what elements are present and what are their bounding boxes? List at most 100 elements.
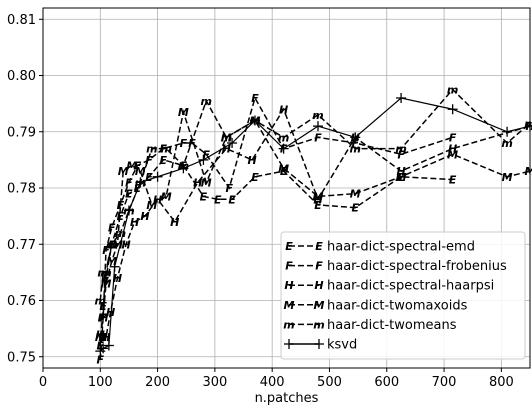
data-point-marker: E bbox=[251, 171, 259, 184]
data-point-marker: H bbox=[106, 306, 115, 319]
data-point-marker: F bbox=[108, 221, 116, 234]
data-point-plus bbox=[109, 261, 120, 272]
x-axis-ticks: 0 100 200 300 400 500 600 700 800 bbox=[39, 368, 514, 390]
data-point-marker: M bbox=[126, 160, 137, 173]
data-point-marker: M bbox=[502, 171, 513, 184]
data-point-marker: M bbox=[447, 148, 458, 161]
data-point-marker: H bbox=[99, 331, 108, 344]
data-point-marker: F bbox=[180, 137, 188, 150]
data-point-marker: M bbox=[178, 106, 189, 119]
x-axis-title: n.patches bbox=[255, 391, 319, 406]
y-axis-ticks: 0.75 0.76 0.77 0.78 0.79 0.80 0.81 bbox=[7, 13, 43, 365]
legend-item: ksvd bbox=[284, 338, 357, 353]
data-point-marker: m bbox=[312, 109, 323, 122]
data-point-marker: E bbox=[280, 165, 288, 178]
data-point-plus bbox=[350, 132, 361, 143]
data-point-marker: F bbox=[314, 131, 322, 144]
x-tick-label: 400 bbox=[260, 375, 285, 390]
data-point-marker: E bbox=[285, 240, 293, 253]
data-point-marker: M bbox=[118, 165, 129, 178]
data-point-plus bbox=[152, 171, 163, 182]
data-point-marker: F bbox=[102, 244, 110, 257]
data-point-plus bbox=[284, 339, 294, 349]
data-point-marker: H bbox=[314, 279, 323, 292]
data-point-marker: E bbox=[160, 154, 168, 167]
data-point-marker: m bbox=[146, 143, 157, 156]
data-point-marker: M bbox=[525, 165, 532, 178]
data-point-marker: m bbox=[95, 295, 106, 308]
x-tick-label: 200 bbox=[145, 375, 170, 390]
data-point-plus bbox=[135, 177, 146, 188]
data-point-marker: H bbox=[170, 216, 179, 229]
y-tick-label: 0.80 bbox=[7, 69, 36, 84]
data-point-marker: M bbox=[98, 311, 109, 324]
legend-box bbox=[280, 231, 526, 360]
legend-label: haar-dict-twomaxoids bbox=[327, 298, 468, 313]
data-point-marker: H bbox=[153, 193, 162, 206]
data-point-marker: E bbox=[351, 202, 359, 215]
series-haar-dict-twomaxoids: MMMMMMMMMMMMMMMMMMMMM bbox=[95, 106, 532, 344]
legend-label: haar-dict-spectral-haarpsi bbox=[327, 279, 494, 294]
y-tick-label: 0.77 bbox=[7, 238, 36, 253]
y-tick-label: 0.75 bbox=[7, 350, 36, 365]
data-point-plus bbox=[313, 121, 324, 132]
data-point-marker: H bbox=[140, 210, 149, 223]
data-point-plus bbox=[103, 340, 114, 351]
data-point-plus bbox=[249, 115, 260, 126]
data-point-plus bbox=[278, 143, 289, 154]
data-point-marker: M bbox=[350, 188, 361, 201]
data-point-marker: E bbox=[228, 193, 236, 206]
data-point-marker: m bbox=[350, 143, 361, 156]
data-point-marker: M bbox=[106, 255, 117, 268]
series-line bbox=[99, 109, 531, 338]
data-point-marker: H bbox=[193, 176, 202, 189]
series-layer: EEEEEEEEEEEEEEEEEEEFFFFFFFFFFFFFFFFFFFHH… bbox=[95, 84, 532, 367]
data-point-marker: M bbox=[146, 199, 157, 212]
data-point-marker: m bbox=[115, 227, 126, 240]
data-point-plus bbox=[198, 154, 209, 165]
data-point-plus bbox=[178, 163, 189, 174]
data-point-marker: M bbox=[313, 190, 324, 203]
data-point-marker: M bbox=[284, 299, 295, 312]
data-point-marker: H bbox=[248, 154, 257, 167]
legend-label: haar-dict-spectral-emd bbox=[327, 240, 475, 255]
data-point-marker: H bbox=[130, 216, 139, 229]
data-point-marker: M bbox=[112, 238, 123, 251]
series-line bbox=[99, 88, 531, 301]
data-point-marker: F bbox=[203, 148, 211, 161]
x-tick-label: 500 bbox=[317, 375, 342, 390]
data-point-plus bbox=[447, 104, 458, 115]
legend-label: haar-dict-twomeans bbox=[327, 318, 457, 333]
data-point-marker: m bbox=[524, 117, 532, 130]
data-point-marker: F bbox=[125, 176, 133, 189]
data-point-marker: H bbox=[313, 193, 322, 206]
x-tick-label: 800 bbox=[489, 375, 514, 390]
data-point-marker: m bbox=[313, 318, 324, 331]
data-point-marker: E bbox=[315, 240, 323, 253]
data-point-marker: F bbox=[315, 260, 323, 273]
data-point-marker: M bbox=[278, 162, 289, 175]
grid-lines bbox=[42, 8, 530, 368]
data-point-marker: E bbox=[449, 174, 457, 187]
data-point-marker: H bbox=[279, 103, 288, 116]
x-tick-label: 300 bbox=[202, 375, 227, 390]
data-point-plus bbox=[502, 126, 513, 137]
data-point-marker: M bbox=[201, 176, 212, 189]
data-point-marker: H bbox=[113, 272, 122, 285]
data-point-marker: H bbox=[396, 165, 405, 178]
data-point-marker: F bbox=[97, 354, 105, 367]
data-point-marker: H bbox=[284, 279, 293, 292]
data-point-marker: H bbox=[101, 331, 110, 344]
data-point-marker: E bbox=[102, 272, 110, 285]
data-point-marker: M bbox=[161, 190, 172, 203]
y-tick-label: 0.76 bbox=[7, 294, 36, 309]
data-point-marker: F bbox=[251, 92, 259, 105]
data-point-marker: m bbox=[97, 266, 108, 279]
data-point-marker: F bbox=[134, 160, 142, 173]
data-point-marker: E bbox=[145, 171, 153, 184]
